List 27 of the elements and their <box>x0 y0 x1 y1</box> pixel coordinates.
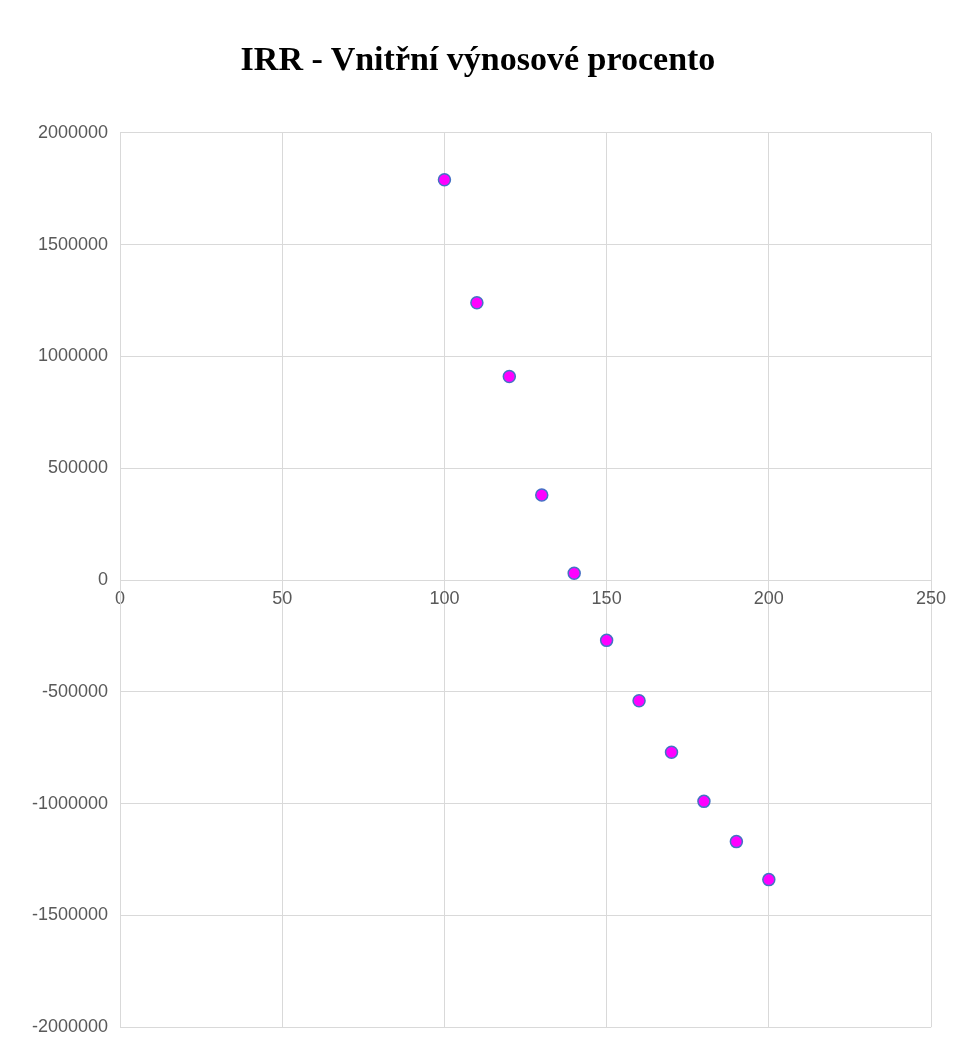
point <box>664 745 679 759</box>
y-tick-label: -500000 <box>42 680 109 701</box>
point <box>729 834 744 849</box>
y-tick-label: -2000000 <box>31 1016 109 1037</box>
point <box>632 693 646 708</box>
y-tick-label: 0 <box>98 568 109 589</box>
point <box>535 488 549 502</box>
chart-title: IRR - Vnitřní výnosové procento <box>239 40 717 79</box>
x-tick-label: 50 <box>272 587 293 608</box>
y-tick-label: -1000000 <box>31 792 109 813</box>
point <box>599 633 614 648</box>
point <box>762 872 776 887</box>
x-tick-label: 100 <box>429 587 460 608</box>
y-tick-label: 1500000 <box>37 233 109 254</box>
point <box>567 566 581 581</box>
point <box>697 794 711 809</box>
y-tick-label: 2000000 <box>37 121 109 142</box>
point <box>502 369 517 384</box>
x-tick-label: 0 <box>115 587 126 608</box>
x-tick-label: 200 <box>753 587 784 608</box>
y-tick-label: 500000 <box>47 457 109 478</box>
point <box>470 295 484 310</box>
point <box>437 173 452 187</box>
y-tick-label: -1500000 <box>31 904 109 925</box>
y-tick-label: 1000000 <box>37 345 109 366</box>
x-tick-label: 150 <box>591 587 622 608</box>
x-tick-label: 250 <box>915 587 947 608</box>
